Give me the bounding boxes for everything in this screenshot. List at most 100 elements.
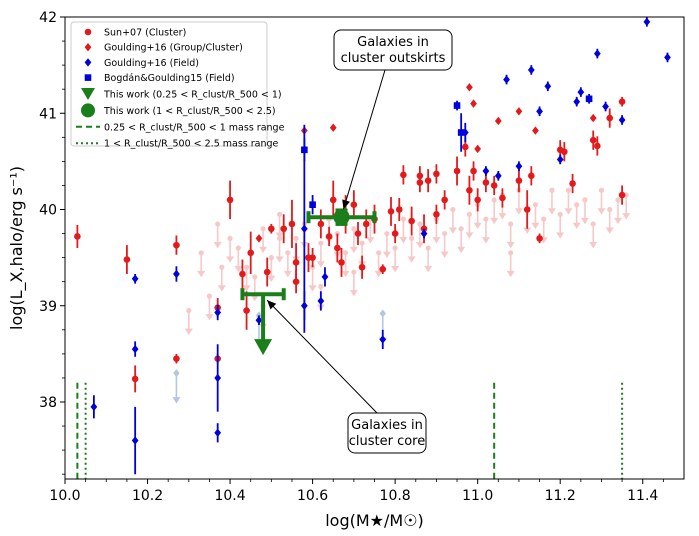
- legend-label-bogdan: Bogdán&Goulding15 (Field): [104, 73, 235, 84]
- goulding-field-marker-0: [90, 402, 98, 412]
- sun07-point-7: [226, 180, 234, 220]
- faint-limit-45: [572, 202, 581, 230]
- goulding-group-point-4: [466, 83, 473, 92]
- legend-label-goulding_field: Goulding+16 (Field): [104, 58, 199, 69]
- y-tick-label-1: 39: [39, 299, 57, 315]
- goulding-field-marker-28: [643, 17, 651, 27]
- faint-limit-2: [217, 264, 226, 292]
- faint-limit-32: [465, 211, 474, 239]
- goulding-field-marker-23: [573, 97, 581, 106]
- sun07-point-26: [362, 209, 370, 239]
- sun07-marker-44: [474, 196, 481, 204]
- x-tick-label-2: 10.4: [214, 488, 245, 504]
- legend-label-tw_outskirt: This work (1 < R_clust/R_500 < 2.5): [103, 106, 276, 117]
- goulding-field-marker-12: [321, 272, 329, 282]
- bogdan-marker-0: [301, 146, 308, 154]
- goulding-field-marker-18: [515, 161, 523, 171]
- faint-limit-point-3: [227, 235, 233, 241]
- goulding-field-marker-20: [536, 107, 543, 116]
- faint-limit-4-head: [234, 266, 243, 273]
- sun07-marker-62: [433, 211, 440, 218]
- goulding-field-marker-14: [420, 229, 428, 238]
- sun07-point-57: [606, 108, 614, 128]
- sun07-marker-54: [569, 180, 576, 187]
- data-layer: [74, 17, 671, 479]
- sun07-marker-11: [263, 268, 271, 276]
- faint-limit-52-head: [184, 328, 193, 335]
- legend-entry-goulding_field: Goulding+16 (Field): [84, 58, 199, 69]
- sun07-marker-29: [387, 208, 395, 215]
- faint-limit-25: [407, 235, 416, 263]
- bogdan-point-2: [453, 100, 461, 111]
- goulding-field-marker-16: [494, 171, 502, 181]
- sun07-point-1: [123, 245, 131, 274]
- sun07-point-30: [391, 223, 399, 244]
- sun07-point-28: [379, 264, 387, 274]
- goulding-field-marker-2: [131, 344, 139, 354]
- faint-limit-56: [506, 250, 515, 278]
- faint-limit-point-18: [351, 226, 357, 232]
- legend-marker-goulding-group: [84, 43, 92, 52]
- faint-limit-14-head: [316, 261, 325, 268]
- faint-limit-point-52: [186, 307, 192, 314]
- goulding-field-point-18: [515, 161, 523, 171]
- annotation-arrow-1: [266, 299, 378, 414]
- sun07-marker-50: [528, 172, 535, 180]
- sun07-marker-12: [268, 225, 275, 233]
- faint-limit-point-40: [532, 202, 539, 208]
- faint-limit-18: [349, 226, 358, 254]
- faint-limit-21: [374, 250, 383, 278]
- x-tick-label-6: 11.2: [545, 488, 576, 504]
- faint-limit-17: [341, 250, 350, 278]
- goulding-field-marker-29: [664, 53, 671, 62]
- faint-limit-point-45: [574, 202, 580, 208]
- faint-limit-point-56: [508, 250, 514, 256]
- legend-label-sun: Sun+07 (Cluster): [104, 28, 186, 39]
- goulding-field-point-3: [131, 406, 139, 475]
- faint-limit-37: [506, 221, 515, 249]
- goulding-field-point-2: [131, 341, 139, 357]
- faint-limit-53: [213, 221, 222, 249]
- faint-limit-36-head: [498, 213, 507, 220]
- goulding-field-point-5: [214, 304, 222, 321]
- goulding-field-marker-24: [577, 87, 585, 97]
- goulding-field-marker-22: [556, 155, 564, 164]
- sun07-point-11: [263, 257, 271, 287]
- goulding-field-point-21: [544, 81, 552, 92]
- sun07-marker-9: [243, 307, 250, 314]
- y-tick-label-2: 40: [39, 203, 57, 219]
- faint-limit-50: [613, 197, 622, 225]
- sun07-point-44: [474, 188, 481, 212]
- sun07-marker-2: [131, 375, 139, 383]
- legend-label-range_core: 0.25 < R_clust/R_500 < 1 mass range: [104, 122, 285, 133]
- sun07-marker-56: [594, 142, 601, 150]
- sun07-marker-41: [461, 143, 469, 151]
- sun07-point-54: [569, 173, 576, 194]
- faint-limit-point-31: [458, 226, 464, 232]
- goulding-field-point-1: [131, 273, 139, 284]
- goulding-field-marker-6: [214, 373, 222, 383]
- sun07-marker-39: [441, 196, 448, 204]
- faint-limit-point-30: [450, 206, 456, 213]
- sun07-point-23: [350, 190, 358, 220]
- faint-limit-42: [547, 187, 556, 215]
- bogdan-point-3: [457, 113, 465, 152]
- sun07-marker-43: [470, 167, 477, 175]
- faint-limit-38-head: [514, 208, 523, 215]
- bogdan-point-1: [309, 195, 316, 215]
- sun07-point-14: [288, 199, 296, 248]
- faint-limit-58: [349, 269, 358, 297]
- goulding-field-marker-10: [300, 301, 308, 310]
- faint-limit-30-head: [448, 227, 457, 234]
- goulding-group-point-9: [532, 126, 539, 135]
- goulding-group-point-0: [255, 234, 263, 243]
- sun07-marker-20: [334, 244, 341, 252]
- annotation-box-0: [333, 29, 453, 71]
- faint-limit-point-19: [359, 240, 365, 246]
- sun07-marker-4: [173, 355, 180, 362]
- goulding-field-point-26: [602, 101, 609, 112]
- sun07-marker-37: [424, 177, 432, 184]
- faint-limit-point-57: [318, 283, 324, 290]
- sun07-point-59: [618, 185, 626, 205]
